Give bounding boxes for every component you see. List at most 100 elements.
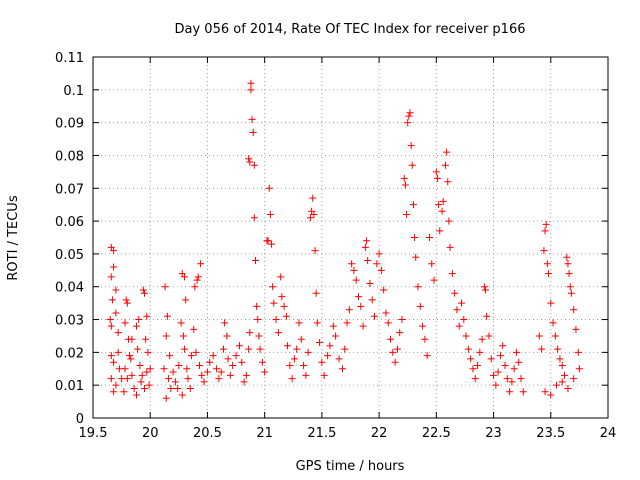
data-point [416, 302, 424, 310]
data-point [110, 388, 118, 396]
x-tick-label: 21 [256, 426, 273, 441]
data-point [286, 361, 294, 369]
data-point [258, 358, 266, 366]
data-point [359, 322, 367, 330]
data-point [553, 381, 560, 389]
data-point [132, 322, 140, 330]
x-axis-ticks: 19.5 20 20.5 21 21.5 22 22.5 23 23.5 24 [79, 57, 616, 441]
data-point [161, 283, 169, 291]
data-point [226, 371, 234, 379]
data-point [255, 332, 263, 340]
data-point [127, 355, 135, 363]
data-point [145, 381, 153, 389]
data-point [224, 355, 232, 363]
data-point [558, 378, 566, 386]
data-point [345, 306, 353, 314]
data-point [414, 283, 422, 291]
data-point [366, 279, 374, 287]
data-point [278, 293, 286, 301]
data-point [551, 332, 559, 340]
data-point [107, 322, 115, 330]
data-point [245, 345, 253, 353]
data-point [245, 155, 253, 163]
data-points [106, 79, 583, 402]
data-point [213, 365, 221, 373]
data-point [464, 345, 472, 353]
data-point [541, 227, 549, 235]
data-point [123, 299, 131, 307]
data-point [139, 286, 147, 294]
data-point [471, 375, 479, 383]
data-point [438, 207, 446, 215]
data-point [132, 391, 140, 399]
data-point [277, 273, 285, 281]
data-point [375, 250, 383, 258]
x-tick-label: 19.5 [79, 426, 108, 441]
y-tick-label: 0.09 [55, 117, 84, 132]
data-point [253, 302, 261, 310]
data-point [274, 329, 282, 337]
data-point [476, 348, 484, 356]
data-point [232, 352, 240, 360]
data-point [135, 316, 143, 324]
data-point [136, 361, 144, 369]
data-point [474, 361, 482, 369]
data-point [193, 276, 201, 284]
data-point [110, 247, 118, 255]
data-point [141, 289, 148, 297]
data-point [494, 368, 502, 376]
data-point [290, 355, 298, 363]
data-point [174, 384, 182, 392]
data-point [575, 365, 583, 373]
data-point [409, 201, 417, 209]
data-point [462, 332, 470, 340]
data-point [110, 263, 118, 271]
data-point [487, 355, 495, 363]
data-point [401, 181, 409, 189]
data-point [238, 358, 246, 366]
y-tick-label: 0.08 [55, 149, 84, 164]
x-tick-label: 20 [142, 426, 159, 441]
data-point [433, 174, 441, 182]
data-point [566, 283, 574, 291]
data-point [393, 345, 401, 353]
data-point [195, 361, 203, 369]
data-point [343, 319, 351, 327]
data-point [107, 273, 115, 281]
data-point [400, 174, 408, 182]
data-point [538, 345, 546, 353]
data-point [184, 375, 192, 383]
data-point [247, 79, 255, 87]
data-point [112, 381, 120, 389]
grid-lines [93, 57, 608, 418]
data-point [352, 276, 360, 284]
data-point [501, 361, 509, 369]
x-axis-label: GPS time / hours [296, 459, 405, 474]
chart-title: Day 056 of 2014, Rate Of TEC Index for r… [175, 22, 526, 37]
data-point [556, 355, 564, 363]
x-tick-label: 23 [485, 426, 502, 441]
data-point [229, 361, 237, 369]
data-point [182, 296, 190, 304]
data-point [165, 375, 173, 383]
y-tick-label: 0 [76, 412, 84, 427]
data-point [247, 86, 255, 94]
data-point [554, 345, 562, 353]
data-point [250, 214, 258, 222]
data-point [203, 368, 211, 376]
data-point [541, 388, 549, 396]
x-tick-label: 20.5 [193, 426, 222, 441]
data-point [198, 371, 206, 379]
data-point [549, 319, 557, 327]
data-point [480, 283, 488, 291]
data-point [138, 371, 146, 379]
data-point [250, 161, 258, 169]
data-point [311, 247, 319, 255]
data-point [318, 358, 326, 366]
plot-frame [92, 56, 609, 419]
data-point [441, 161, 449, 169]
data-point [348, 260, 356, 268]
data-point [123, 375, 131, 383]
data-point [387, 335, 395, 343]
y-tick-label: 0.06 [55, 215, 84, 230]
